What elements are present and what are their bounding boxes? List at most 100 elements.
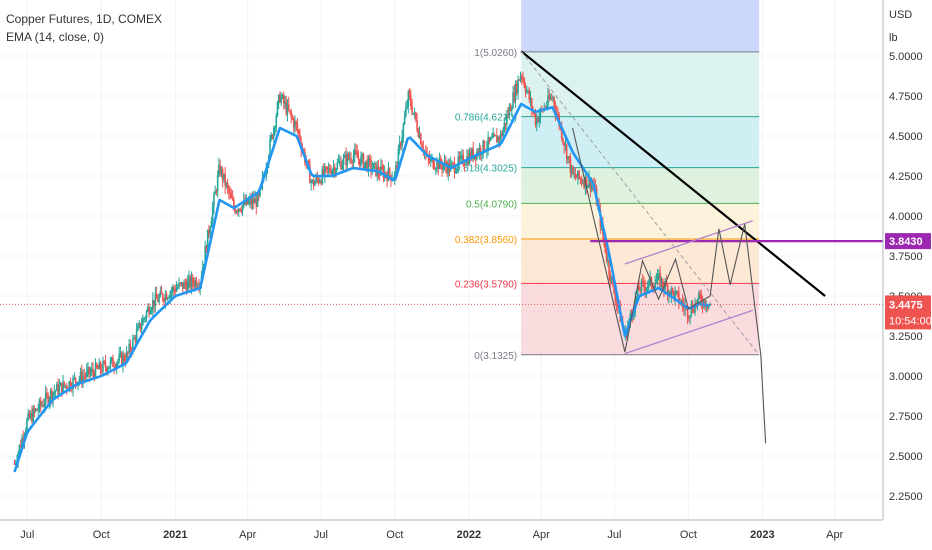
candle-body bbox=[502, 129, 504, 137]
candle-body bbox=[297, 130, 300, 135]
candle-body bbox=[165, 293, 168, 300]
candle-body bbox=[506, 114, 508, 125]
channel-upper-line[interactable] bbox=[624, 220, 753, 265]
candle-body bbox=[144, 317, 147, 319]
fibonacci-retracement[interactable]: 1(5.0260) 0.786(4.6210) 0.618(4.3025) 0.5(4… bbox=[455, 0, 760, 362]
candle-body bbox=[238, 208, 240, 212]
candle-body bbox=[327, 168, 330, 170]
candle-body bbox=[545, 105, 548, 108]
candle-body bbox=[493, 134, 496, 136]
candle-body bbox=[74, 377, 77, 383]
ema-indicator-label[interactable]: EMA (14, close, 0) bbox=[6, 30, 105, 44]
candle-body bbox=[396, 165, 398, 169]
candle-body bbox=[129, 343, 132, 351]
candle-body bbox=[433, 168, 436, 170]
candle-body bbox=[310, 181, 312, 184]
candle-body bbox=[54, 390, 57, 392]
candle-body bbox=[319, 181, 321, 183]
candle-body bbox=[550, 97, 553, 99]
candle-body bbox=[660, 278, 663, 287]
price-axis[interactable]: USD lb 5.0000 4.7500 4.5000 4.2500 4.0000 3.750… bbox=[882, 0, 932, 550]
symbol-title[interactable]: Copper Futures, 1D, COMEX bbox=[6, 12, 163, 26]
candle-body bbox=[19, 444, 22, 447]
candle-body bbox=[641, 280, 644, 282]
candle-body bbox=[676, 291, 679, 293]
candle-body bbox=[102, 361, 104, 372]
candle-body bbox=[626, 326, 629, 338]
candle-body bbox=[343, 154, 346, 158]
candle-body bbox=[563, 142, 565, 147]
candle-body bbox=[412, 112, 415, 114]
dashed-trendline[interactable] bbox=[520, 50, 760, 356]
candle-body bbox=[132, 338, 134, 351]
candle-body bbox=[159, 291, 162, 297]
candle-body bbox=[499, 133, 502, 141]
candle-body bbox=[21, 438, 23, 447]
candle-body bbox=[638, 286, 640, 291]
candle-body bbox=[246, 198, 249, 204]
candle-body bbox=[553, 97, 556, 107]
candle-body bbox=[589, 178, 592, 190]
candle-body bbox=[226, 183, 229, 188]
candle-body bbox=[209, 227, 211, 234]
candle-body bbox=[241, 205, 244, 212]
candle-body bbox=[614, 292, 617, 302]
candle-body bbox=[398, 142, 401, 149]
time-axis[interactable]: Jul Oct 2021 Apr Jul Oct 2022 Apr Jul Oct 2023 Apr bbox=[0, 519, 883, 550]
time-tick-label: Jul bbox=[314, 529, 328, 541]
candle-body bbox=[378, 173, 381, 176]
candle-body bbox=[519, 75, 522, 81]
candle-body bbox=[29, 413, 32, 418]
candle-body bbox=[459, 155, 462, 160]
candle-body bbox=[494, 135, 497, 137]
projection-path-forecast[interactable] bbox=[709, 223, 767, 444]
candle-body bbox=[56, 383, 58, 391]
candle-body bbox=[582, 182, 584, 184]
candle-body bbox=[437, 160, 440, 170]
drawing-tools-layer[interactable] bbox=[0, 50, 883, 444]
candle-body bbox=[214, 191, 216, 195]
time-tick-label: 2022 bbox=[457, 529, 481, 541]
candle-body bbox=[108, 366, 111, 369]
projection-path-history[interactable] bbox=[572, 127, 711, 353]
price-tick-label: 3.7500 bbox=[889, 251, 923, 263]
candle-body bbox=[547, 95, 549, 106]
candle-body bbox=[218, 164, 220, 176]
candle-body bbox=[184, 281, 187, 285]
candle-body bbox=[403, 116, 406, 125]
candle-body bbox=[609, 274, 612, 282]
candle-body bbox=[496, 135, 498, 143]
candle-body bbox=[176, 287, 179, 289]
candle-body bbox=[699, 293, 701, 297]
candle-body bbox=[678, 292, 680, 304]
candle-body bbox=[492, 134, 494, 138]
candle-body bbox=[180, 282, 183, 284]
candle-body bbox=[661, 278, 664, 287]
candle-body bbox=[702, 300, 705, 307]
candle-body bbox=[311, 180, 314, 182]
candle-body bbox=[216, 175, 219, 192]
candle-body bbox=[706, 306, 709, 308]
candle-body bbox=[568, 156, 570, 158]
candle-body bbox=[42, 404, 44, 407]
candle-body bbox=[44, 392, 47, 405]
candle-body bbox=[322, 169, 325, 176]
candle-body bbox=[178, 282, 180, 288]
bar-countdown-label: 10:54:00 bbox=[889, 315, 932, 327]
descending-trendline[interactable] bbox=[520, 50, 826, 297]
candle-body bbox=[95, 363, 98, 368]
candle-body bbox=[454, 171, 457, 173]
candle-body bbox=[286, 104, 289, 114]
candle-body bbox=[365, 160, 367, 163]
channel-lower-line[interactable] bbox=[624, 309, 753, 355]
candle-body bbox=[557, 113, 559, 115]
candle-body bbox=[210, 220, 213, 228]
candle-body bbox=[575, 177, 578, 179]
candle-body bbox=[552, 97, 554, 99]
candle-body bbox=[441, 164, 443, 170]
candle-body bbox=[664, 281, 666, 290]
candle-body bbox=[413, 112, 416, 114]
candle-body bbox=[367, 158, 370, 171]
price-axis-background bbox=[883, 0, 932, 550]
